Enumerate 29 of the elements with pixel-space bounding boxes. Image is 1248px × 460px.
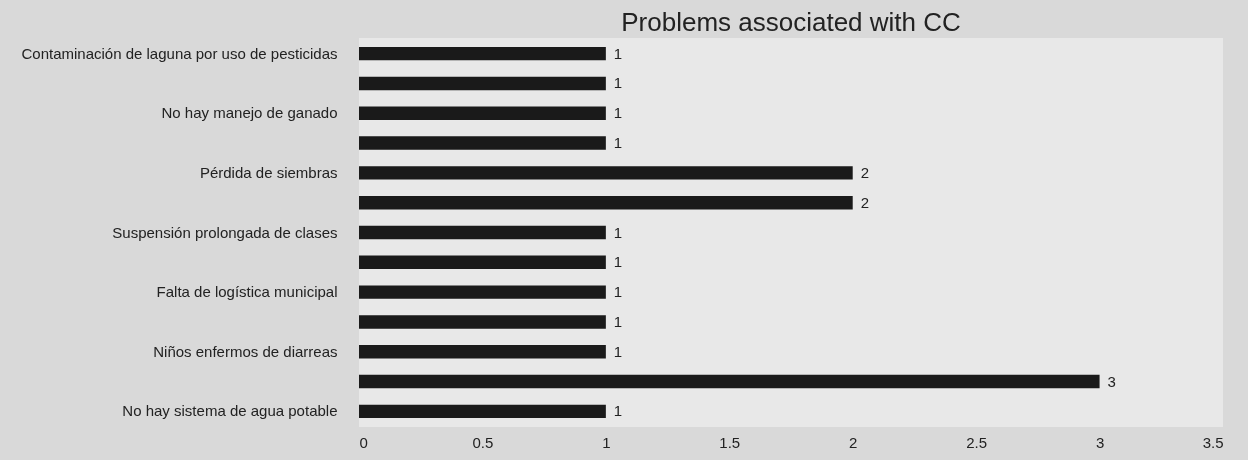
x-tick-label: 1	[602, 433, 611, 451]
data-label: 1	[613, 402, 623, 420]
data-label: 2	[860, 193, 870, 211]
y-tick-label: No hay manejo de ganado	[161, 104, 338, 122]
y-tick-label: Niños enfermos de diarreas	[153, 342, 338, 360]
data-label: 2	[860, 163, 870, 181]
data-label: 1	[613, 283, 623, 301]
data-label: 1	[613, 223, 623, 241]
y-tick-label: Suspensión prolongada de clases	[112, 223, 338, 241]
x-tick-label: 0	[359, 433, 368, 451]
x-tick-label: 3.5	[1202, 433, 1224, 451]
data-label: 1	[613, 104, 623, 122]
x-tick-label: 0.5	[472, 433, 494, 451]
y-tick-label: No hay sistema de agua potable	[122, 402, 338, 420]
data-label: 1	[613, 312, 623, 330]
data-label: 1	[613, 342, 623, 360]
data-label: 1	[613, 44, 623, 62]
x-tick-label: 1.5	[719, 433, 741, 451]
data-label: 1	[613, 134, 623, 152]
x-tick-label: 2	[849, 433, 858, 451]
x-tick-label: 2.5	[966, 433, 988, 451]
data-label: 1	[613, 253, 623, 271]
y-tick-label: Pérdida de siembras	[199, 163, 338, 181]
x-tick-label: 3	[1095, 433, 1105, 451]
y-tick-label: Contaminación de laguna por uso de pesticidas	[21, 44, 338, 62]
y-tick-label: Falta de logística municipal	[156, 283, 338, 301]
data-label: 3	[1107, 372, 1116, 390]
data-label: 1	[613, 74, 623, 92]
chart-title: Problems associated with CC	[621, 7, 961, 37]
